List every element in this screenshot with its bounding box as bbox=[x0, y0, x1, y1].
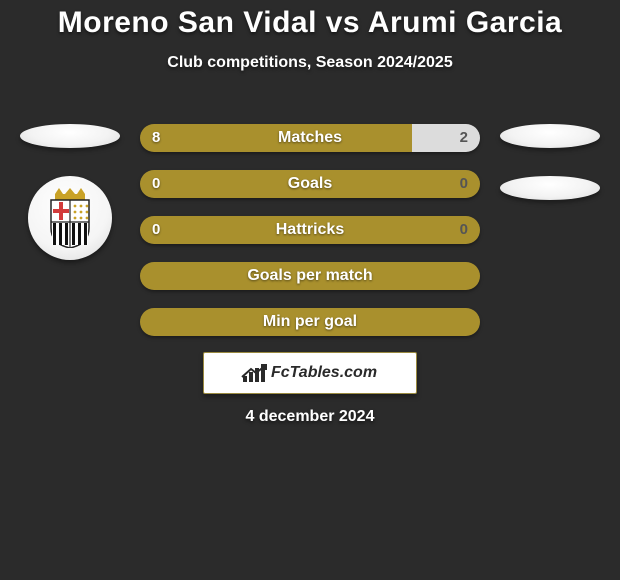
stat-value-left: 0 bbox=[152, 170, 160, 198]
stat-bar-left bbox=[140, 216, 480, 244]
source-badge: FcTables.com bbox=[203, 352, 417, 394]
player-left-clubs bbox=[20, 124, 120, 260]
club-oval bbox=[500, 176, 600, 200]
stat-bar-left bbox=[140, 124, 412, 152]
crest-svg bbox=[45, 188, 95, 248]
stat-bar-left bbox=[140, 308, 480, 336]
page-title: Moreno San Vidal vs Arumi Garcia bbox=[0, 6, 620, 40]
stat-row: Goals00 bbox=[140, 170, 480, 198]
bars-icon bbox=[243, 364, 265, 382]
player-right-clubs bbox=[500, 124, 600, 228]
stat-row: Min per goal bbox=[140, 308, 480, 336]
stat-value-right: 0 bbox=[460, 170, 468, 198]
date-stamp: 4 december 2024 bbox=[0, 408, 620, 426]
stat-value-right: 0 bbox=[460, 216, 468, 244]
stat-row: Matches82 bbox=[140, 124, 480, 152]
page-subtitle: Club competitions, Season 2024/2025 bbox=[0, 54, 620, 72]
club-crest bbox=[28, 176, 112, 260]
stat-value-right: 2 bbox=[460, 124, 468, 152]
stat-bar-left bbox=[140, 170, 480, 198]
stat-row: Hattricks00 bbox=[140, 216, 480, 244]
club-oval bbox=[20, 124, 120, 148]
stat-value-left: 0 bbox=[152, 216, 160, 244]
stats-rows: Matches82Goals00Hattricks00Goals per mat… bbox=[140, 124, 480, 354]
stat-bar-left bbox=[140, 262, 480, 290]
source-badge-text: FcTables.com bbox=[271, 364, 377, 382]
stat-row: Goals per match bbox=[140, 262, 480, 290]
club-oval bbox=[500, 124, 600, 148]
stat-value-left: 8 bbox=[152, 124, 160, 152]
stat-bar-right bbox=[412, 124, 480, 152]
